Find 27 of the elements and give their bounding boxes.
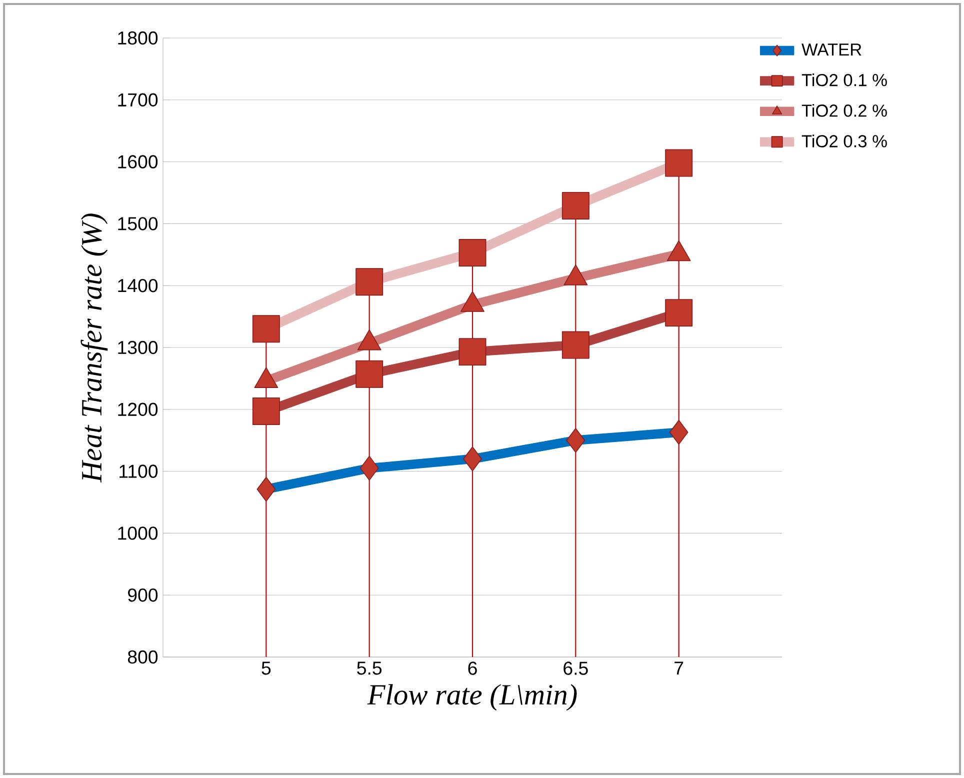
y-axis-title: Heat Transfer rate (W) — [80, 214, 108, 483]
x-tick-label: 5.5 — [357, 662, 382, 675]
legend-label: TiO2 0.3 % — [802, 134, 887, 148]
point — [665, 299, 693, 327]
y-tick-label: 1000 — [118, 526, 158, 540]
x-tick-label: 6.5 — [564, 662, 588, 675]
legend-label: TiO2 0.1 % — [802, 74, 887, 86]
legend-label: TiO2 0.2 % — [802, 104, 887, 117]
y-tick-label: 1700 — [118, 93, 158, 107]
x-tick-label: 6 — [468, 662, 477, 675]
y-tick-label: 1200 — [118, 402, 158, 416]
point — [252, 398, 280, 425]
legend-label: WATER — [802, 44, 862, 56]
x-axis-title: Flow rate (L\min) — [367, 684, 577, 711]
x-tick-label: 5 — [262, 662, 271, 675]
y-tick-label: 800 — [128, 650, 158, 664]
y-tick-label: 1800 — [118, 31, 158, 45]
y-tick-label: 1300 — [118, 340, 158, 354]
y-tick-label: 1100 — [120, 464, 158, 478]
y-tick-label: 900 — [128, 588, 158, 602]
point — [356, 360, 384, 388]
y-tick-label: 1400 — [118, 278, 158, 292]
point — [562, 331, 590, 359]
y-tick-label: 1500 — [118, 217, 158, 230]
y-tick-label: 1600 — [118, 155, 158, 168]
point — [458, 338, 486, 366]
x-tick-label: 7 — [674, 662, 684, 675]
